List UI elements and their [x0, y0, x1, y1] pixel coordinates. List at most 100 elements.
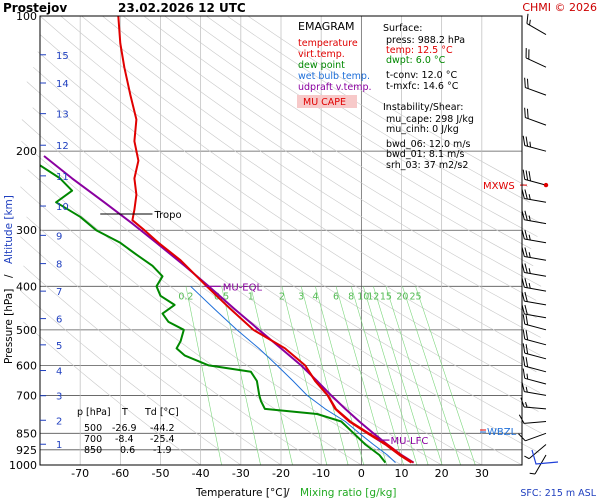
table-cell: 850: [84, 445, 102, 456]
mixing-ratio-line: [335, 286, 387, 466]
x-tick-label: -20: [272, 467, 290, 480]
y-axis-title-altitude: Altitude [km]: [3, 195, 15, 264]
surface-temp: temp: 12.5 °C: [386, 45, 453, 56]
series-dew-point: [40, 164, 387, 464]
table-header-p: p [hPa]: [77, 407, 111, 418]
y-tick-label: 925: [16, 444, 37, 457]
credit-text: CHMI © 2026: [522, 1, 597, 14]
level-table: p [hPa] T Td [°C] 500 -26.9 -44.2 700 -8…: [77, 407, 179, 456]
mixing-ratio-label: 4: [312, 291, 318, 302]
mixing-ratio-line: [300, 286, 349, 466]
wind-barb: [524, 444, 547, 460]
wind-barb: [522, 356, 547, 373]
wind-barb: [529, 454, 547, 475]
mixing-ratio-line: [402, 286, 461, 466]
x-tick-label: -50: [152, 467, 170, 480]
wind-barb: [521, 246, 547, 261]
dry-adiabat: [20, 236, 322, 466]
mixing-ratio-line: [373, 286, 429, 466]
dry-adiabat: [39, 15, 541, 356]
altitude-tick-label: 5: [56, 341, 62, 352]
wind-barb: [521, 210, 547, 225]
mu-cape-badge: [297, 95, 357, 108]
dry-adiabat: [226, 15, 530, 203]
x-tick-label: 30: [475, 467, 489, 480]
dry-adiabat: [247, 15, 528, 187]
wind-barb: [521, 291, 547, 306]
dry-adiabat: [26, 81, 542, 434]
legend-item-wet-bulb: wet bulb temp.: [298, 71, 370, 82]
table-cell: -1.9: [153, 445, 172, 456]
altitude-tick-label: 6: [56, 315, 62, 326]
mixing-ratio-label: 12: [367, 291, 379, 302]
dry-adiabat: [164, 15, 532, 250]
y-tick-label: 300: [16, 224, 37, 237]
altitude-tick-label: 2: [56, 416, 62, 427]
dry-adiabat: [185, 15, 538, 237]
surface-tmxfc: t-mxfc: 14.6 °C: [386, 81, 459, 92]
dry-adiabat: [122, 15, 542, 287]
mixing-ratio-line: [362, 286, 418, 466]
mixing-ratio-label: 8: [348, 291, 354, 302]
station-name: Prostejov: [3, 1, 67, 15]
level-markers: Tropo MU-EQL MU-LFC MXWS WBZL: [100, 181, 527, 447]
wind-barb: [522, 343, 547, 360]
mixing-ratio-line: [350, 286, 404, 466]
y-tick-label: 200: [16, 145, 37, 158]
table-cell: -25.4: [150, 434, 175, 445]
dry-adiabat: [23, 265, 282, 466]
surface-tconv: t-conv: 12.0 °C: [386, 70, 457, 81]
altitude-tick-label: 3: [56, 392, 62, 403]
wind-barb: [520, 397, 547, 410]
altitude-tick-label: 4: [56, 367, 62, 378]
mixing-ratio-label: 1: [248, 291, 254, 302]
mixing-ratio-label: 6: [333, 291, 339, 302]
mixing-ratio-line: [250, 286, 293, 466]
profile-series: [40, 16, 415, 464]
wind-barb: [522, 169, 547, 186]
altitude-tick-label: 12: [56, 141, 69, 152]
wind-barb: [522, 135, 547, 152]
legend: EMAGRAM temperature virt.temp. dew point…: [297, 20, 372, 108]
y-tick-label: 100: [16, 10, 37, 23]
dry-adiabat: [27, 169, 442, 466]
wind-barb: [521, 381, 547, 396]
mixing-ratio-line: [315, 286, 365, 466]
series-udpraft-v-temp: [43, 155, 415, 464]
altitude-tick-label: 7: [56, 287, 62, 298]
y-tick-label: 600: [16, 359, 37, 372]
y-tick-label: 850: [16, 427, 37, 440]
x-tick-label: -30: [232, 467, 250, 480]
y-tick-label: 1000: [9, 459, 37, 472]
dry-adiabat: [20, 290, 241, 466]
dry-adiabat: [206, 15, 542, 224]
wind-barb: [522, 329, 547, 346]
mixing-ratio-label: 0.2: [178, 291, 193, 302]
altitude-tick-label: 11: [56, 172, 69, 183]
altitude-tick-label: 1: [56, 440, 62, 451]
sounding-datetime: 23.02.2026 12 UTC: [118, 1, 246, 15]
plot-frame: [39, 15, 523, 466]
wind-barb: [521, 277, 547, 292]
surface-press: press: 988.2 hPa: [386, 35, 465, 46]
table-cell: -8.4: [115, 434, 134, 445]
x-axis-title: Temperature [°C]: [195, 487, 287, 499]
altitude-tick-label: 13: [56, 110, 69, 121]
dry-adiabat: [60, 15, 541, 338]
mixing-ratio-label: 25: [409, 291, 421, 302]
wind-barb: [518, 414, 547, 424]
mixing-ratio-line: [221, 286, 261, 466]
wind-barb: [518, 432, 547, 442]
mixing-ratio-line: [385, 286, 443, 466]
mixing-ratio-label: 10: [357, 291, 369, 302]
x-tick-label: -60: [111, 467, 129, 480]
x-tick-label: -10: [312, 467, 330, 480]
table-cell: -26.9: [112, 423, 137, 434]
bwd-06-value: bwd_06: 12.0 m/s: [386, 139, 471, 150]
bwd-01-value: bwd_01: 8.1 m/s: [386, 149, 464, 160]
surface-altitude: SFC: 215 m ASL: [520, 488, 596, 499]
wind-barb: [521, 304, 547, 319]
wbzl-label: WBZL: [487, 427, 517, 438]
